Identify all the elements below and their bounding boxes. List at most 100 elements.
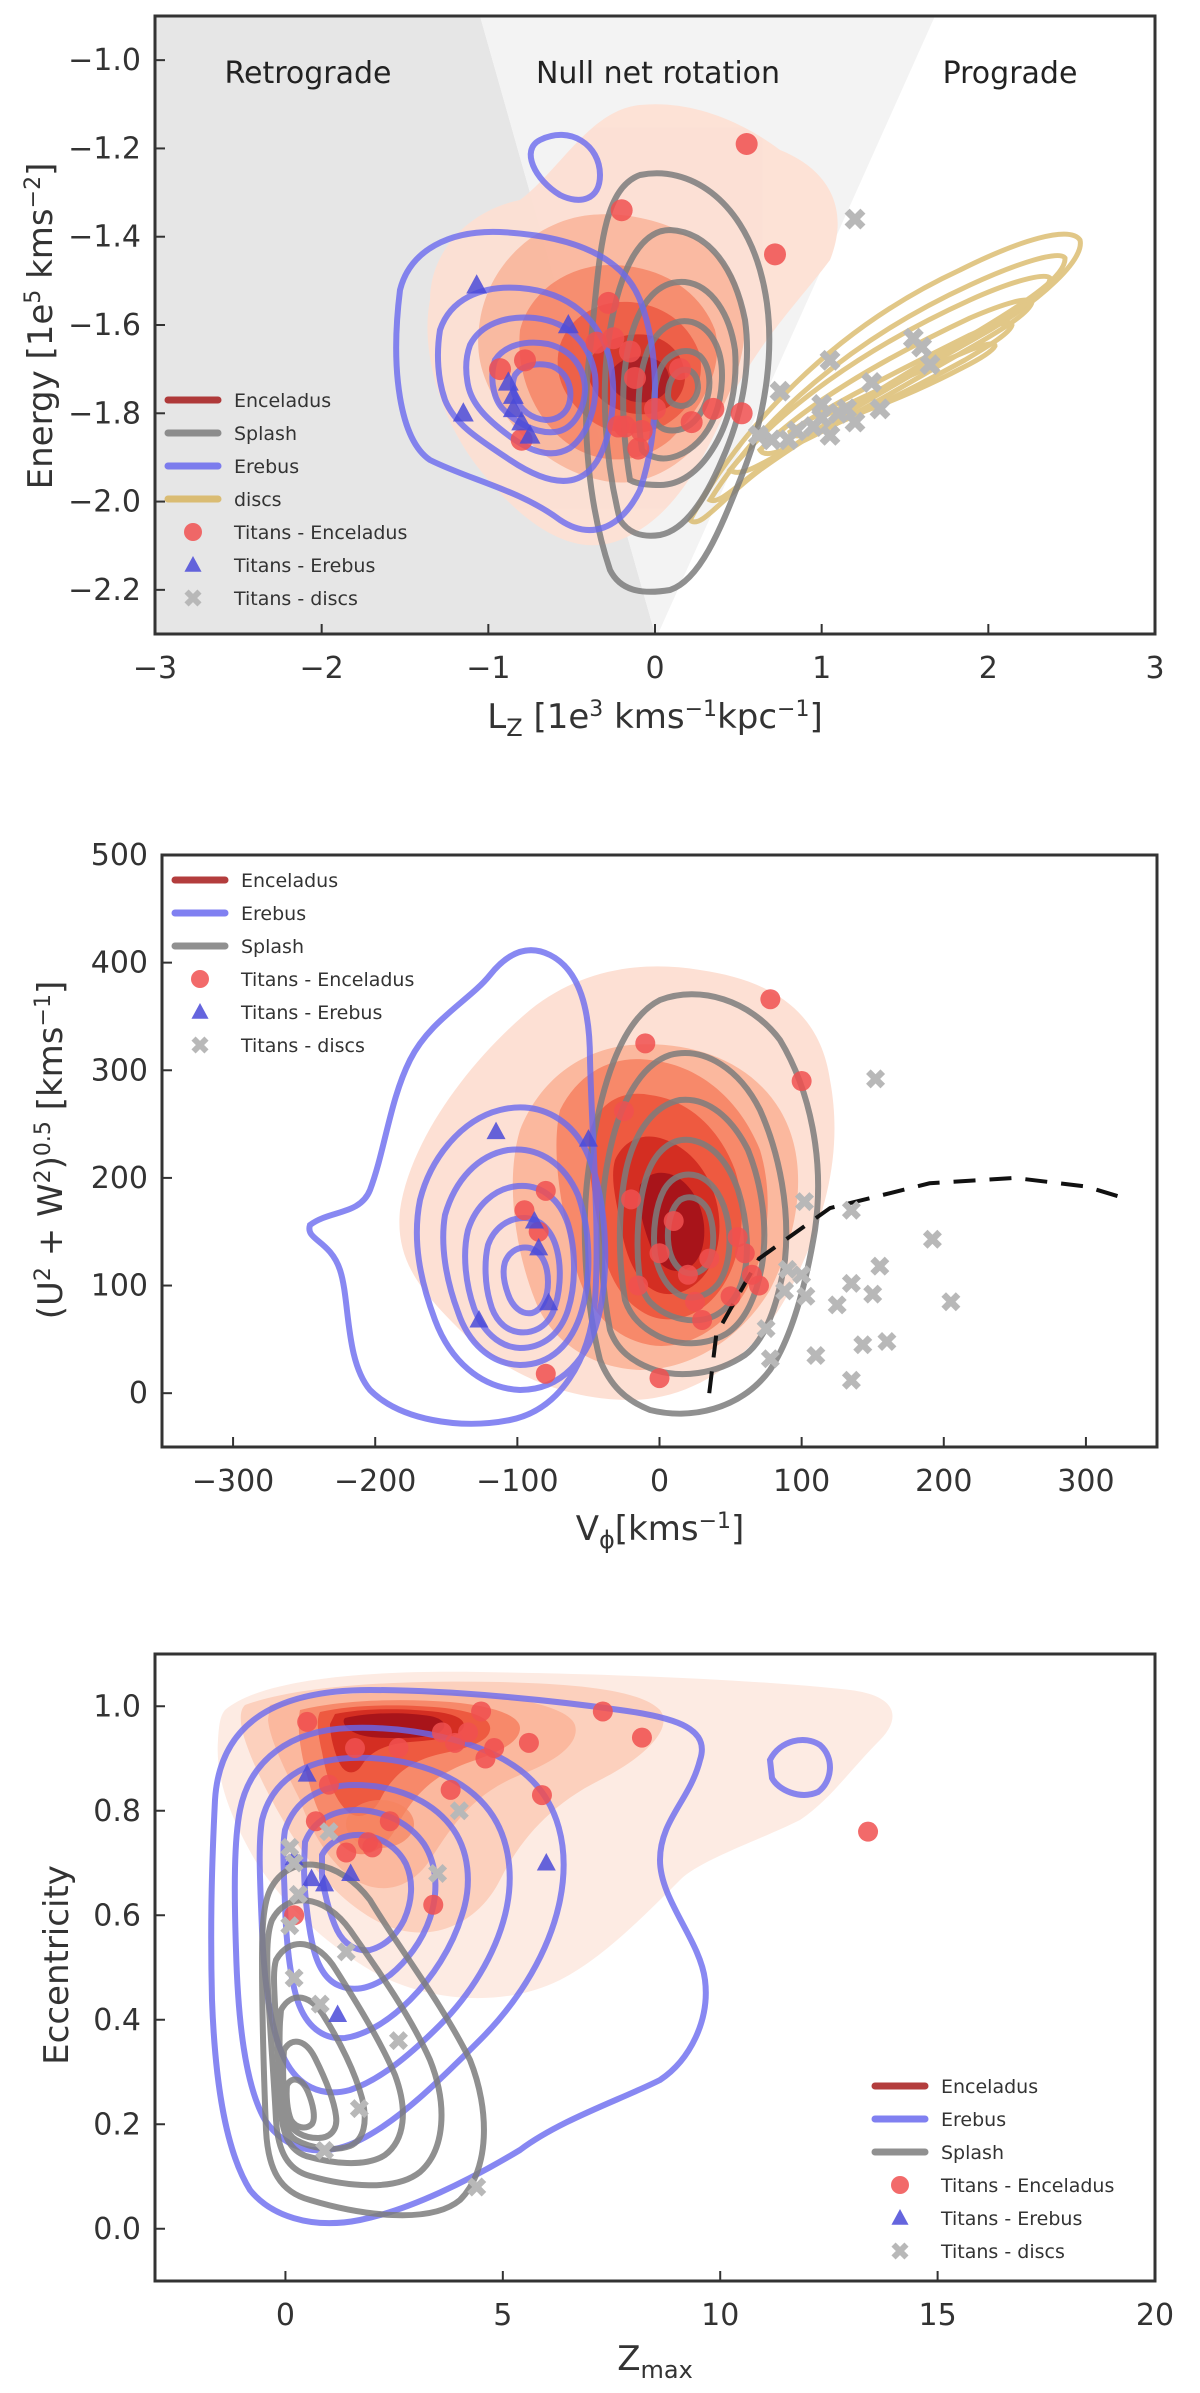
titan-erebus-point bbox=[502, 397, 524, 418]
panel3-ylabel: Eccentricity bbox=[37, 1865, 77, 2065]
titan-disc-point bbox=[310, 1994, 330, 2014]
titan-erebus-point bbox=[469, 1309, 489, 1328]
y-tick-label: −2.0 bbox=[68, 485, 141, 520]
titan-disc-point bbox=[861, 371, 883, 393]
titan-erebus-point bbox=[302, 1868, 322, 1887]
y-tick-label: −2.2 bbox=[68, 573, 141, 608]
x-tick-label: 15 bbox=[919, 2298, 957, 2333]
legend-label: Titans - Erebus bbox=[233, 555, 375, 577]
region-label-retrograde: Retrograde bbox=[224, 56, 391, 91]
panel3-ticks: 0 5 10 15 20 0.0 0.2 0.4 0.6 0.8 1.0 bbox=[93, 1689, 1174, 2333]
titan-enceladus-point bbox=[602, 327, 625, 350]
y-tick-label: 400 bbox=[91, 946, 148, 981]
titan-disc-point bbox=[902, 327, 924, 349]
titan-disc-point bbox=[922, 1229, 942, 1249]
titan-disc-point bbox=[941, 1292, 961, 1312]
titan-disc-point bbox=[747, 424, 769, 446]
panel2-xlabel: Vϕ[kms−1] bbox=[576, 1509, 745, 1554]
x-tick-label: 3 bbox=[1145, 651, 1164, 686]
titan-disc-point bbox=[428, 1863, 448, 1883]
x-tick-label: 300 bbox=[1057, 1464, 1114, 1499]
titan-enceladus-point bbox=[514, 349, 536, 372]
titan-enceladus-point bbox=[685, 1291, 706, 1312]
discs-contours bbox=[686, 231, 1083, 525]
y-tick-label: 300 bbox=[91, 1053, 148, 1088]
titan-erebus-point bbox=[524, 1210, 544, 1229]
titan-disc-point bbox=[866, 1069, 886, 1089]
legend-marker-ere bbox=[191, 1003, 209, 1019]
titan-disc-point bbox=[919, 354, 941, 376]
titan-disc-point bbox=[827, 1295, 847, 1315]
legend-marker-enc bbox=[891, 2176, 909, 2194]
titan-disc-point bbox=[811, 394, 833, 415]
titan-disc-point bbox=[777, 429, 799, 451]
titan-erebus-point bbox=[557, 314, 579, 334]
y-tick-label: 200 bbox=[91, 1161, 148, 1196]
panel2-titans bbox=[469, 989, 961, 1390]
y-tick-label: 1.0 bbox=[93, 1689, 141, 1724]
legend-label: Titans - Erebus bbox=[940, 2208, 1082, 2230]
titan-enceladus-point bbox=[610, 199, 633, 222]
legend-label: Splash bbox=[241, 936, 304, 958]
titan-enceladus-point bbox=[619, 340, 641, 363]
panel2-plot-area bbox=[306, 947, 1130, 1427]
titan-enceladus-point bbox=[518, 1732, 539, 1753]
titan-enceladus-point bbox=[475, 1748, 496, 1769]
titan-enceladus-point bbox=[631, 1727, 652, 1748]
titan-erebus-point bbox=[539, 1292, 559, 1311]
y-tick-label: 0.4 bbox=[93, 2003, 141, 2038]
titan-disc-point bbox=[819, 424, 841, 446]
legend-label: Enceladus bbox=[234, 390, 331, 412]
x-tick-label: 100 bbox=[773, 1464, 830, 1499]
panel1-ylabel: Energy [1e5 kms−2] bbox=[21, 163, 61, 490]
titan-disc-point bbox=[869, 398, 891, 420]
titan-disc-point bbox=[841, 1273, 861, 1293]
x-tick-label: 1 bbox=[812, 651, 831, 686]
y-tick-label: 0.2 bbox=[93, 2107, 141, 2142]
panel-toomre: −300 −200 −100 0 100 200 300 0 100 200 300 400 500 E… bbox=[31, 838, 1159, 1554]
titan-enceladus-point bbox=[734, 1243, 755, 1264]
titan-erebus-point bbox=[578, 1129, 598, 1147]
titan-enceladus-point bbox=[669, 358, 691, 381]
x-tick-label: 0 bbox=[276, 2298, 295, 2333]
legend-marker-disc bbox=[184, 589, 202, 607]
titan-disc-point bbox=[761, 429, 783, 451]
panel-energy-lz: −3 −2 −1 0 1 2 3 −1.0 −1.2 −1.4 −1.6 −1.8 −2.0 −2.2 R… bbox=[21, 14, 1165, 742]
titan-disc-point bbox=[775, 1281, 795, 1301]
panel2-legend: Enceladus Erebus Splash Titans - Enceladus T… bbox=[171, 870, 414, 1057]
titan-enceladus-point bbox=[585, 331, 608, 354]
legend-label: Enceladus bbox=[241, 870, 338, 892]
titan-disc-point bbox=[760, 1349, 780, 1369]
x-tick-label: 0 bbox=[645, 651, 664, 686]
titan-disc-point bbox=[769, 380, 791, 402]
titan-enceladus-point bbox=[458, 1722, 479, 1743]
titan-erebus-point bbox=[536, 1853, 556, 1871]
y-tick-label: −1.6 bbox=[68, 308, 141, 343]
titan-enceladus-point bbox=[336, 1842, 357, 1863]
legend-marker-ere bbox=[184, 556, 202, 572]
legend-label: Titans - Erebus bbox=[240, 1002, 382, 1024]
y-tick-label: 0.0 bbox=[93, 2212, 141, 2247]
erebus-contours bbox=[306, 947, 609, 1427]
titan-erebus-point bbox=[315, 1873, 335, 1892]
panel1-xlabel: LZ [1e3 kms−1kpc−1] bbox=[487, 697, 822, 742]
titan-enceladus-point bbox=[613, 1101, 634, 1122]
titan-disc-point bbox=[844, 208, 866, 230]
titan-disc-point bbox=[870, 1256, 890, 1276]
titan-enceladus-point bbox=[727, 1227, 748, 1248]
panel1-ticks: −3 −2 −1 0 1 2 3 −1.0 −1.2 −1.4 −1.6 −1.8 −2.0 −2.2 bbox=[68, 43, 1164, 686]
separator-dashed-curve bbox=[707, 1175, 1130, 1394]
legend-marker-disc bbox=[891, 2242, 909, 2260]
titan-enceladus-point bbox=[607, 415, 630, 438]
x-tick-label: 0 bbox=[650, 1464, 669, 1499]
titan-disc-point bbox=[280, 1837, 300, 1857]
titan-enceladus-point bbox=[624, 366, 646, 389]
titan-enceladus-point bbox=[471, 1701, 492, 1722]
x-tick-label: −2 bbox=[300, 651, 344, 686]
legend-label: Splash bbox=[941, 2142, 1004, 2164]
titan-enceladus-point bbox=[735, 133, 758, 156]
titan-enceladus-point bbox=[649, 1243, 670, 1264]
titan-enceladus-point bbox=[680, 411, 703, 434]
titan-enceladus-point bbox=[699, 1248, 720, 1269]
titan-disc-point bbox=[336, 1942, 356, 1962]
